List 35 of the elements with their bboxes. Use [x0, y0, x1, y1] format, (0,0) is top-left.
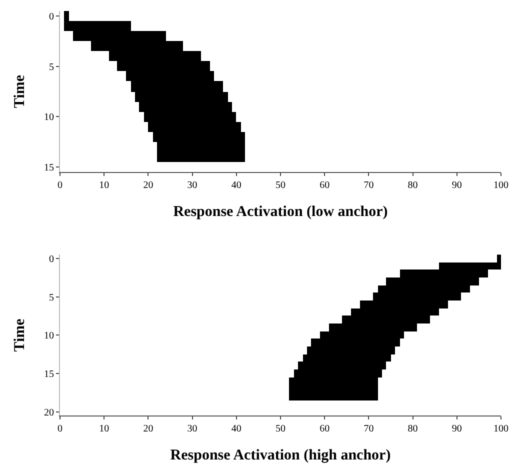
- x-tick-label: 0: [58, 424, 62, 435]
- x-tick-label: 80: [408, 180, 418, 192]
- x-tick-label: 10: [99, 424, 110, 435]
- y-tick-label: 5: [49, 292, 54, 304]
- x-tick-label: 70: [364, 424, 374, 435]
- x-tick-label: 70: [364, 180, 374, 192]
- x-tick-label: 20: [143, 424, 154, 435]
- x-axis-title: Response Activation (high anchor): [170, 448, 391, 464]
- y-tick-label: 5: [49, 62, 54, 73]
- y-axis-title: Time: [12, 74, 28, 108]
- x-tick-label: 40: [231, 424, 242, 435]
- x-tick-label: 30: [187, 424, 198, 435]
- y-tick-label: 15: [44, 162, 54, 174]
- y-tick-label: 10: [44, 330, 54, 342]
- y-tick-label: 0: [49, 254, 54, 266]
- x-tick-label: 30: [187, 180, 198, 192]
- y-tick-label: 20: [44, 407, 54, 418]
- x-axis-title: Response Activation (low anchor): [173, 204, 388, 220]
- x-tick-label: 100: [494, 180, 508, 192]
- x-tick-label: 60: [320, 180, 330, 192]
- y-tick-label: 10: [44, 112, 54, 124]
- x-tick-label: 50: [276, 424, 286, 435]
- x-tick-label: 90: [452, 180, 462, 192]
- x-tick-label: 90: [452, 424, 462, 435]
- x-tick-label: 60: [320, 424, 330, 435]
- x-tick-label: 100: [494, 424, 508, 435]
- y-tick-label: 15: [44, 369, 54, 380]
- x-tick-label: 80: [408, 424, 418, 435]
- y-axis-title: Time: [12, 318, 28, 352]
- x-tick-label: 50: [276, 180, 286, 192]
- y-tick-label: 0: [49, 12, 54, 23]
- x-tick-label: 10: [99, 180, 110, 192]
- x-tick-label: 0: [58, 180, 62, 192]
- x-tick-label: 20: [143, 180, 154, 192]
- x-tick-label: 40: [231, 180, 242, 192]
